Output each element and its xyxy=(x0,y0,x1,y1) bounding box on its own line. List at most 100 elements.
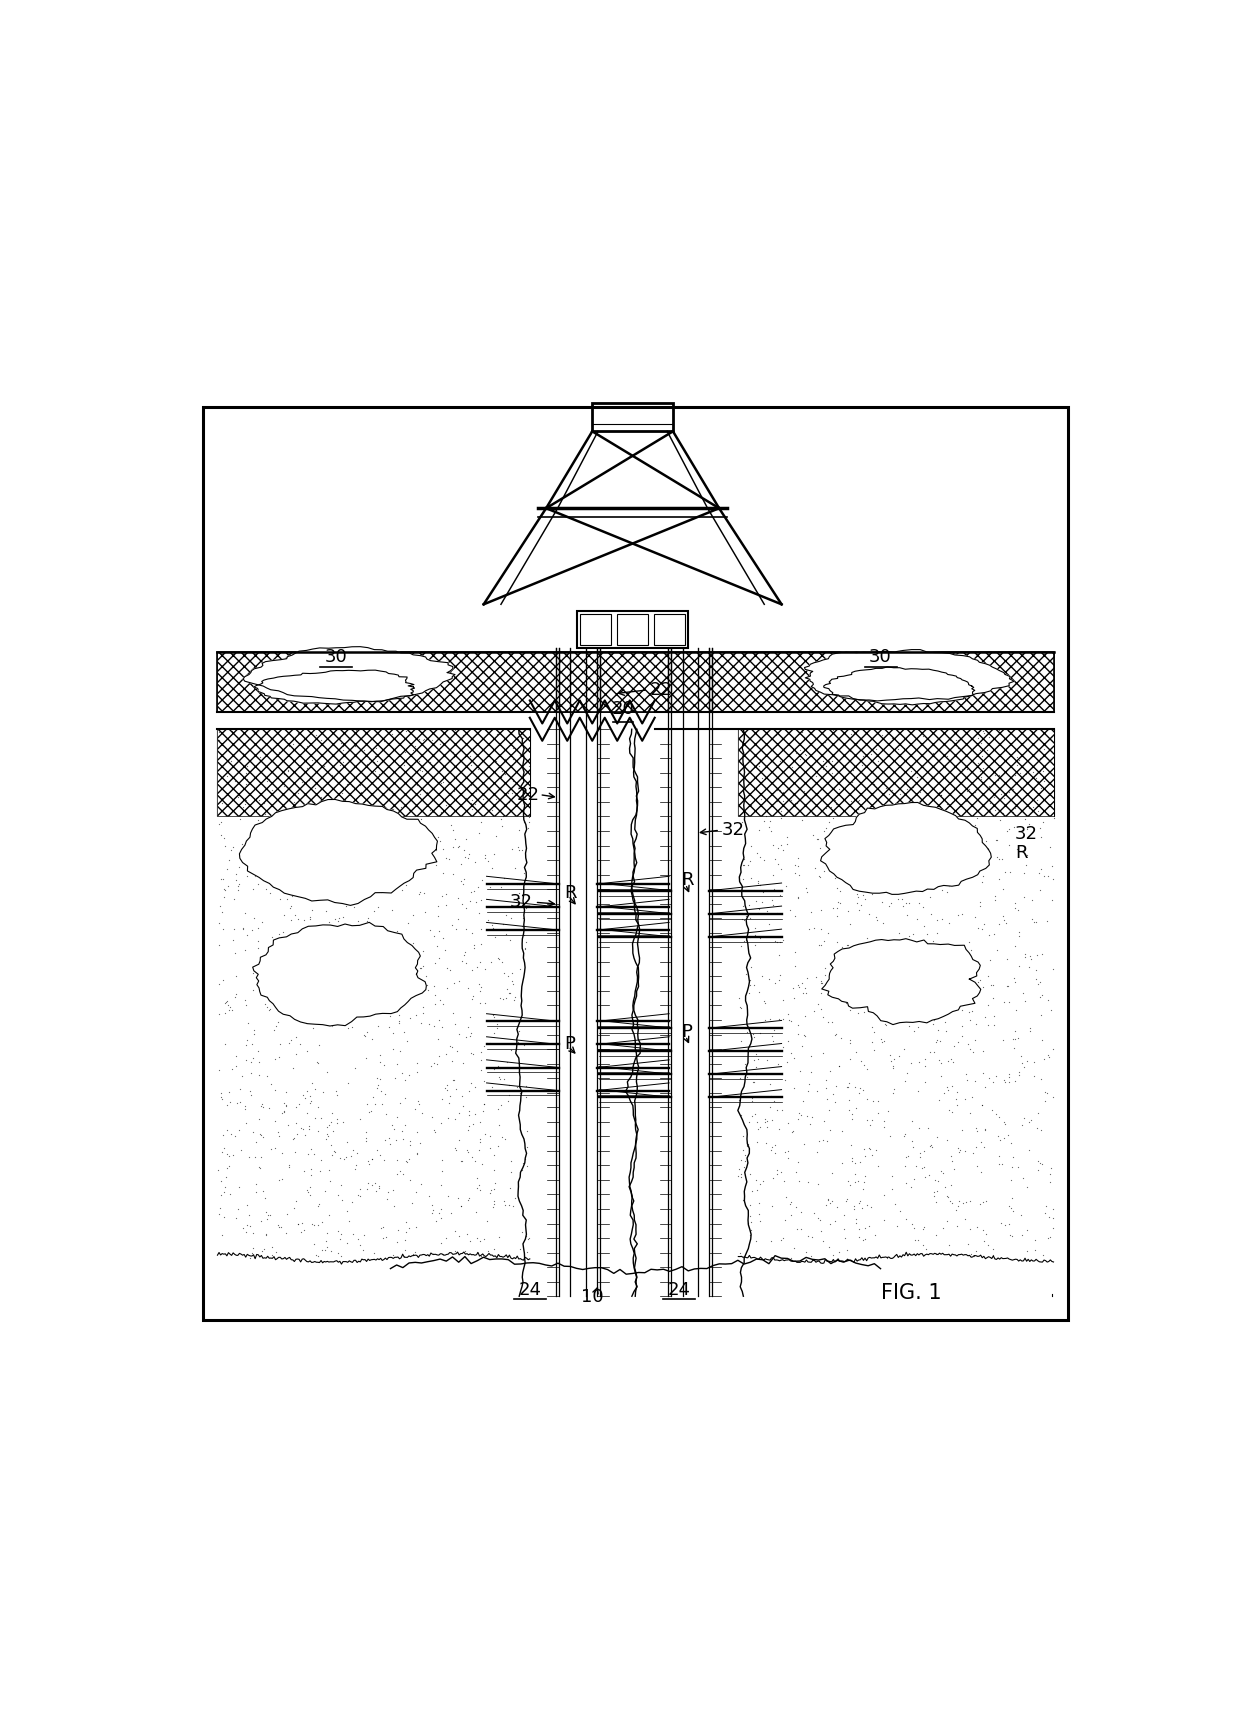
Point xyxy=(897,1206,916,1233)
Point xyxy=(311,939,331,967)
Point xyxy=(334,748,353,776)
Point xyxy=(970,757,990,784)
Point xyxy=(286,1094,306,1121)
Point xyxy=(868,748,888,776)
Point xyxy=(436,1077,456,1104)
Point xyxy=(274,1089,294,1116)
Point xyxy=(770,961,790,989)
Point xyxy=(516,1146,536,1173)
Point xyxy=(216,832,236,860)
Point xyxy=(884,845,904,872)
Point xyxy=(832,934,852,961)
Point xyxy=(357,1170,377,1197)
Point xyxy=(342,943,362,970)
Point xyxy=(316,896,336,924)
Text: 24: 24 xyxy=(518,1280,542,1299)
Point xyxy=(234,791,254,819)
Point xyxy=(419,1010,439,1037)
Point xyxy=(500,1175,520,1202)
Point xyxy=(732,1163,751,1190)
Point xyxy=(219,994,239,1022)
Point xyxy=(975,1115,994,1142)
Point xyxy=(854,848,874,875)
Point xyxy=(839,1070,859,1097)
Point xyxy=(424,846,444,874)
Point xyxy=(947,1078,967,1106)
Point xyxy=(949,1192,968,1219)
Point xyxy=(387,1127,407,1154)
Point xyxy=(495,1125,515,1152)
Point xyxy=(764,875,784,903)
Point xyxy=(848,884,868,912)
Point xyxy=(937,1207,957,1235)
Point xyxy=(301,1087,321,1115)
Point xyxy=(830,853,849,881)
Point xyxy=(435,937,455,965)
Point xyxy=(873,857,893,884)
Point xyxy=(1027,786,1047,814)
Point xyxy=(465,1073,485,1101)
Point xyxy=(1044,1204,1064,1232)
Point xyxy=(897,1170,916,1197)
Point xyxy=(279,1151,299,1178)
Point xyxy=(396,1147,415,1175)
Bar xyxy=(618,614,649,645)
Point xyxy=(990,865,1009,893)
Point xyxy=(786,789,806,817)
Point xyxy=(932,972,952,999)
Point xyxy=(771,798,791,826)
Point xyxy=(279,1154,299,1182)
Point xyxy=(1039,832,1059,860)
Point xyxy=(232,1137,252,1164)
Point xyxy=(312,1209,332,1237)
Point xyxy=(300,905,320,932)
Point xyxy=(324,1137,343,1164)
Point xyxy=(1029,877,1049,905)
Point xyxy=(425,728,445,755)
Point xyxy=(744,1023,764,1051)
Text: FIG. 1: FIG. 1 xyxy=(880,1283,941,1304)
Point xyxy=(306,1242,326,1269)
Point xyxy=(399,1004,419,1032)
Point xyxy=(1039,1044,1059,1072)
Point xyxy=(949,1133,968,1161)
Point xyxy=(301,970,321,998)
Point xyxy=(732,719,751,746)
Point xyxy=(263,955,283,982)
Point xyxy=(242,1030,262,1058)
Point xyxy=(849,724,869,752)
Point xyxy=(286,1023,306,1051)
Point xyxy=(866,903,885,931)
Point xyxy=(469,900,489,927)
Point xyxy=(343,824,363,851)
Point xyxy=(403,901,423,929)
Point xyxy=(480,1121,500,1149)
Point xyxy=(867,987,887,1015)
Point xyxy=(303,1211,322,1238)
Point xyxy=(228,870,248,898)
Point xyxy=(374,877,394,905)
Point xyxy=(291,994,311,1022)
Point xyxy=(746,1176,766,1204)
Point xyxy=(770,748,790,776)
Point xyxy=(248,807,268,834)
Point xyxy=(392,944,412,972)
Point xyxy=(233,740,253,767)
Point xyxy=(249,786,269,814)
Point xyxy=(972,974,992,1001)
Point xyxy=(770,967,790,994)
Point xyxy=(212,1139,232,1166)
Point xyxy=(884,865,904,893)
Point xyxy=(490,984,510,1011)
Point xyxy=(746,1226,766,1254)
Point xyxy=(1006,1068,1025,1096)
Point xyxy=(895,843,915,870)
Point xyxy=(484,1003,503,1030)
Point xyxy=(216,877,236,905)
Point xyxy=(304,1140,324,1168)
Point xyxy=(807,779,827,807)
Point xyxy=(219,802,239,829)
Point xyxy=(924,1006,944,1034)
Point xyxy=(208,931,228,958)
Point xyxy=(890,740,910,767)
